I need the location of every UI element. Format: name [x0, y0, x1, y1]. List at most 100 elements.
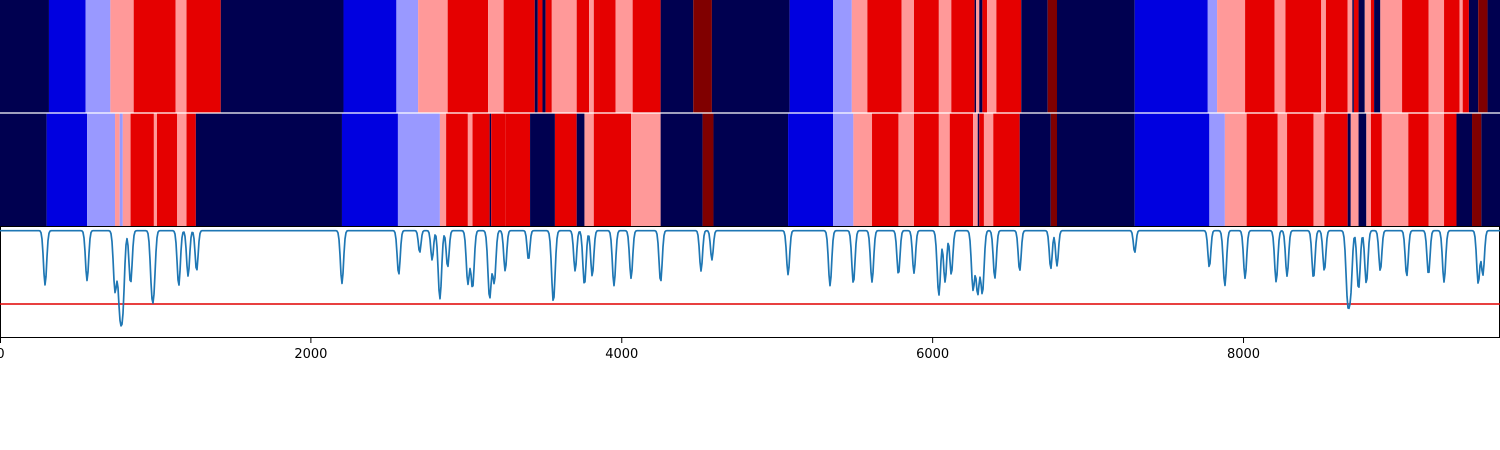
heatmap-cell: [220, 0, 344, 113]
heatmap-cell: [1021, 0, 1048, 113]
heatmap-cell: [472, 113, 490, 226]
heatmap-cell: [1456, 113, 1473, 226]
heatmap-cell: [1019, 113, 1051, 226]
heatmap-cell: [977, 113, 980, 226]
heatmap-cell: [115, 113, 120, 226]
heatmap-cell: [660, 0, 694, 113]
heatmap-cell: [1347, 0, 1353, 113]
heatmap-cell: [632, 0, 661, 113]
heatmap-cell: [1380, 0, 1403, 113]
heatmap-cell: [1313, 113, 1325, 226]
heatmap-cell: [851, 0, 868, 113]
x-tick-label: 0: [0, 347, 5, 362]
heatmap-cell: [1481, 113, 1500, 226]
x-tick-label: 4000: [605, 347, 638, 362]
heatmap-cell: [1462, 0, 1469, 113]
x-tick-label: 8000: [1227, 347, 1260, 362]
heatmap-cell: [713, 113, 789, 226]
line-panel-frame: [0, 226, 1500, 338]
heatmap-cell: [439, 113, 447, 226]
heatmap-cell: [489, 113, 492, 226]
heatmap-cell: [867, 0, 902, 113]
x-tick-label: 6000: [916, 347, 949, 362]
heatmap-cell: [576, 113, 585, 226]
heatmap-cell: [1487, 0, 1500, 113]
heatmap-cell: [530, 113, 555, 226]
heatmap-cell: [1478, 0, 1488, 113]
heatmap-cell: [973, 113, 978, 226]
heatmap-cell: [913, 113, 939, 226]
heatmap-cell: [1285, 0, 1322, 113]
heatmap-cell: [534, 0, 538, 113]
heatmap-cell: [593, 113, 632, 226]
heatmap-cell: [488, 0, 504, 113]
heatmap-cell: [584, 113, 594, 226]
heatmap-cell: [343, 0, 397, 113]
heatmap-cell: [48, 0, 86, 113]
heatmap-cell: [576, 0, 590, 113]
heatmap-cell: [1347, 113, 1351, 226]
heatmap-cell: [1050, 113, 1057, 226]
heatmap-cell: [1047, 0, 1057, 113]
heatmap-cell: [491, 113, 506, 226]
heatmap-cell: [788, 113, 834, 226]
heatmap-cell: [1370, 113, 1382, 226]
heatmap-cell: [589, 0, 594, 113]
heatmap-cell: [974, 0, 977, 113]
heatmap-cell: [833, 0, 852, 113]
x-tick-label: 2000: [294, 347, 327, 362]
heatmap-cell: [186, 0, 221, 113]
heatmap-cell: [551, 0, 577, 113]
heatmap-cell: [1472, 113, 1482, 226]
heatmap-cell: [1277, 113, 1288, 226]
heatmap-cell: [177, 113, 187, 226]
heatmap-cell: [503, 0, 535, 113]
heatmap-cell: [1209, 113, 1225, 226]
heatmap-cell: [153, 113, 157, 226]
heatmap-cell: [1245, 0, 1275, 113]
heatmap-cell: [537, 0, 543, 113]
heatmap-cell: [119, 113, 123, 226]
heatmap-cell: [1402, 0, 1429, 113]
heatmap-cell: [593, 0, 616, 113]
heatmap-cell: [554, 113, 577, 226]
heatmap-cell: [938, 0, 952, 113]
heatmap-cell: [130, 113, 154, 226]
heatmap-cell: [545, 0, 552, 113]
heatmap-cell: [615, 0, 633, 113]
heatmap-cell: [1428, 113, 1445, 226]
heatmap-cell: [542, 0, 546, 113]
heatmap-cell: [979, 0, 983, 113]
heatmap-cell: [833, 113, 854, 226]
heatmap-cell: [1056, 113, 1135, 226]
heatmap-row-top: [0, 0, 1500, 113]
heatmap-cell: [467, 113, 473, 226]
heatmap-cell: [1366, 113, 1371, 226]
heatmap-cell: [1444, 0, 1460, 113]
heatmap-cell: [1358, 113, 1367, 226]
line-panel: [0, 226, 1500, 338]
series-line: [0, 229, 1500, 327]
heatmap-cell: [702, 113, 714, 226]
heatmap-cell: [46, 113, 88, 226]
heatmap-cell: [872, 113, 899, 226]
heatmap-cell: [1246, 113, 1278, 226]
heatmap-cell: [711, 0, 790, 113]
heatmap-cell: [186, 113, 196, 226]
heatmap-cell: [1353, 0, 1359, 113]
heatmap-cell: [1274, 0, 1286, 113]
heatmap-cell: [853, 113, 873, 226]
heatmap-cell: [1224, 113, 1247, 226]
heatmap-cell: [987, 0, 997, 113]
heatmap-cell: [1358, 0, 1365, 113]
heatmap-cell: [1134, 0, 1208, 113]
heatmap-cell: [983, 113, 994, 226]
heatmap-cell: [397, 113, 440, 226]
heatmap-cell: [1381, 113, 1409, 226]
heatmap-cell: [1352, 0, 1354, 113]
heatmap-cell: [0, 0, 49, 113]
heatmap-cell: [693, 0, 712, 113]
heatmap-cell: [1207, 0, 1218, 113]
heatmap-cell: [133, 0, 176, 113]
heatmap-cell: [1459, 0, 1463, 113]
